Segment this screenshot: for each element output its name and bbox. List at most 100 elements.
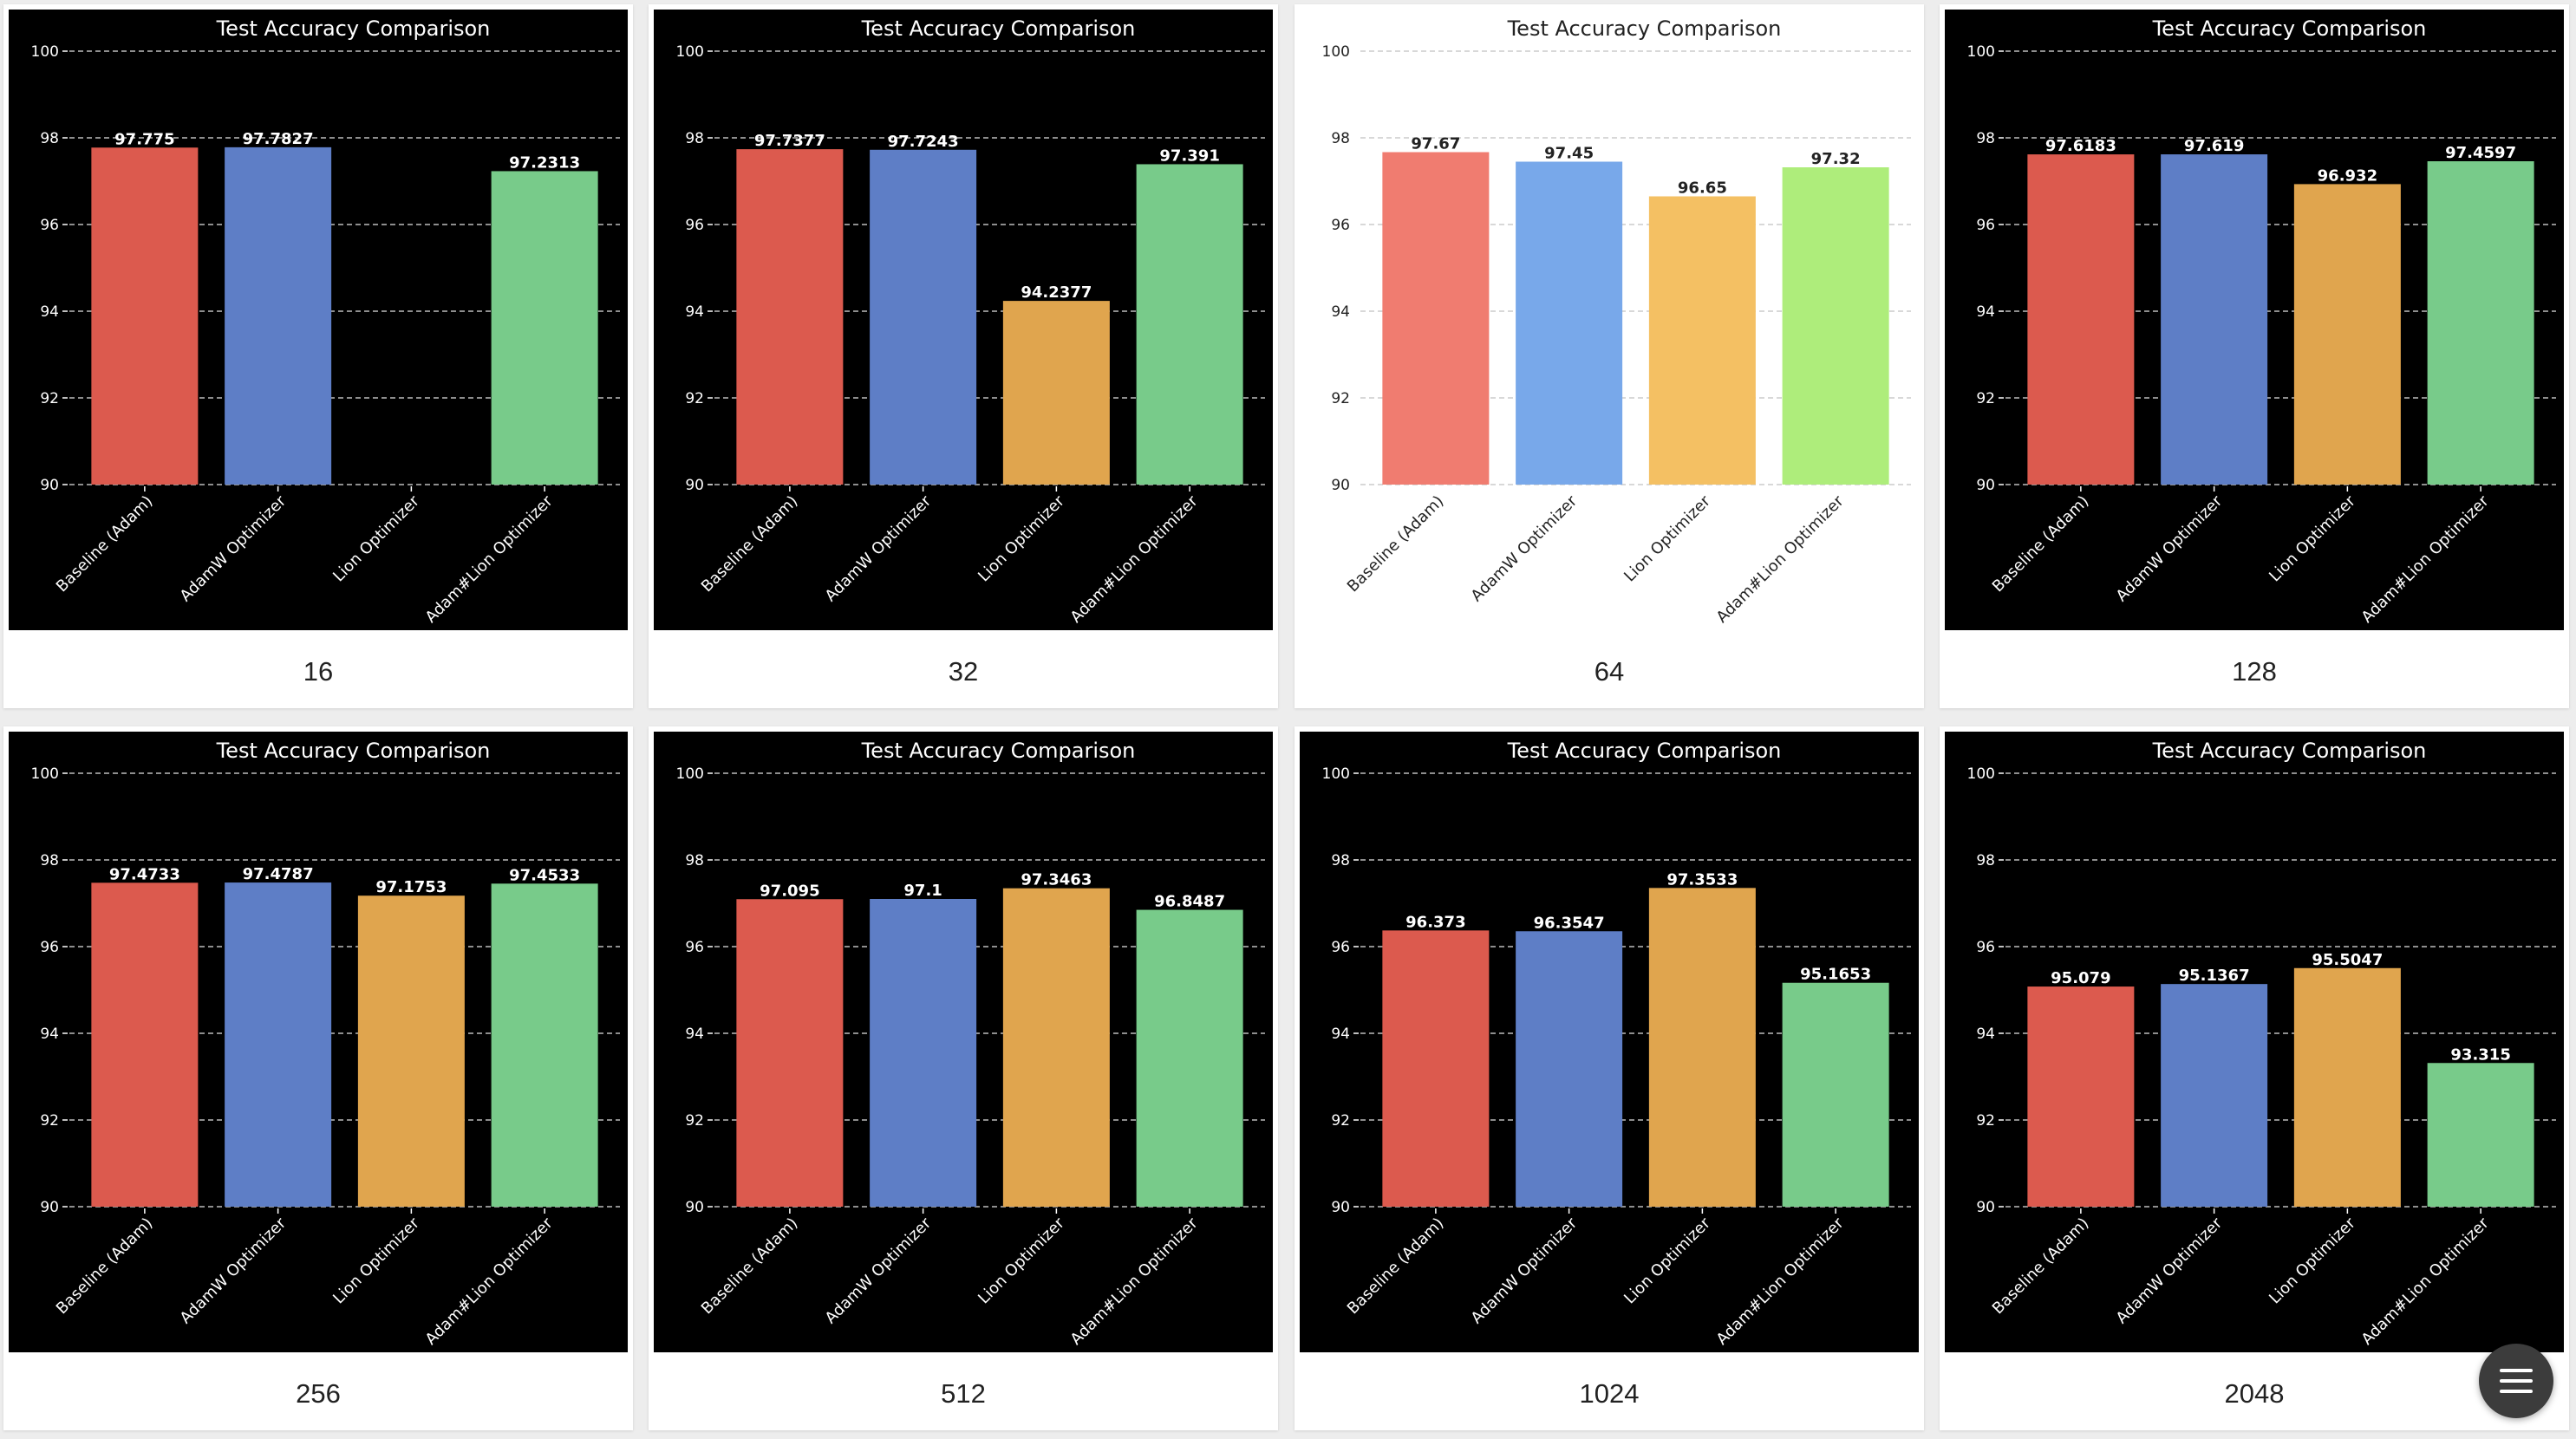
chart-image: Test Accuracy Comparison 90 92 94 96 98 100 97.…	[1945, 10, 2564, 630]
bar-chart: Test Accuracy Comparison 90 92 94 96 98 100 97.…	[1322, 16, 1911, 627]
bar-value-label: 97.7243	[888, 133, 959, 151]
y-tick-label: 96	[1976, 217, 1995, 234]
x-tick-label: Baseline (Adam)	[53, 492, 157, 596]
bar	[2161, 154, 2268, 485]
y-tick-label: 100	[1322, 43, 1350, 61]
bar	[1516, 161, 1623, 485]
bar-value-label: 97.4597	[2445, 144, 2516, 162]
bar	[225, 147, 332, 485]
bar-chart: Test Accuracy Comparison 90 92 94 96 98 100 96.…	[1322, 739, 1911, 1349]
bar	[2027, 986, 2135, 1207]
x-tick-label: Lion Optimizer	[2266, 492, 2359, 585]
y-tick-label: 92	[40, 1112, 59, 1130]
bar-value-label: 96.932	[2318, 166, 2377, 185]
x-tick-label: Baseline (Adam)	[1989, 1214, 2093, 1319]
y-tick-label: 90	[1331, 477, 1350, 494]
chart-image: Test Accuracy Comparison 90 92 94 96 98 100 95.…	[1945, 732, 2564, 1352]
chart-card[interactable]: Test Accuracy Comparison 90 92 94 96 98 100 97.…	[3, 4, 633, 708]
chart-title: Test Accuracy Comparison	[861, 16, 1136, 41]
chart-image: Test Accuracy Comparison 90 92 94 96 98 100 97.…	[654, 732, 1273, 1352]
y-tick-label: 94	[1331, 303, 1350, 321]
chart-title: Test Accuracy Comparison	[216, 16, 491, 41]
bar-value-label: 97.6183	[2045, 137, 2116, 155]
bar	[870, 149, 977, 485]
menu-button[interactable]	[2479, 1344, 2553, 1418]
y-tick-label: 100	[676, 43, 704, 61]
chart-card[interactable]: Test Accuracy Comparison 90 92 94 96 98 100 97.…	[649, 4, 1278, 708]
chart-card[interactable]: Test Accuracy Comparison 90 92 94 96 98 100 97.…	[649, 726, 1278, 1430]
x-tick-label: AdamW Optimizer	[1468, 492, 1581, 605]
x-tick-label: AdamW Optimizer	[2113, 492, 2227, 605]
chart-caption: 32	[948, 656, 979, 687]
y-tick-label: 94	[685, 303, 704, 321]
bar-value-label: 97.775	[114, 130, 174, 148]
chart-card[interactable]: Test Accuracy Comparison 90 92 94 96 98 100 97.…	[3, 726, 633, 1430]
bar-value-label: 95.5047	[2312, 951, 2383, 969]
x-tick-label: Lion Optimizer	[975, 1214, 1068, 1307]
x-tick-label: AdamW Optimizer	[177, 492, 290, 605]
bar	[1002, 301, 1110, 485]
y-tick-label: 94	[1331, 1026, 1350, 1043]
bar	[491, 171, 598, 485]
bar	[2293, 184, 2401, 485]
bar	[1382, 930, 1490, 1207]
chart-title: Test Accuracy Comparison	[216, 739, 491, 763]
y-tick-label: 90	[685, 477, 704, 494]
bar-value-label: 97.4533	[509, 866, 580, 884]
y-tick-label: 90	[1331, 1199, 1350, 1216]
y-tick-label: 94	[40, 1026, 59, 1043]
bar	[1002, 888, 1110, 1207]
chart-title: Test Accuracy Comparison	[861, 739, 1136, 763]
y-tick-label: 92	[40, 390, 59, 407]
chart-card[interactable]: Test Accuracy Comparison 90 92 94 96 98 100 95.…	[1940, 726, 2569, 1430]
bar-chart: Test Accuracy Comparison 90 92 94 96 98 100 97.…	[676, 739, 1265, 1349]
y-tick-label: 100	[1967, 43, 1995, 61]
x-tick-label: Lion Optimizer	[329, 1214, 423, 1307]
y-tick-label: 96	[40, 217, 59, 234]
chart-caption: 64	[1594, 656, 1625, 687]
y-tick-label: 98	[1331, 130, 1350, 147]
bar-value-label: 97.7827	[243, 130, 314, 148]
chart-image: Test Accuracy Comparison 90 92 94 96 98 100 97.…	[1300, 10, 1919, 630]
x-tick-label: Adam#Lion Optimizer	[1067, 492, 1203, 627]
x-tick-label: Baseline (Adam)	[1344, 492, 1448, 596]
bar	[1382, 152, 1490, 485]
bar	[736, 149, 844, 485]
y-tick-label: 94	[685, 1026, 704, 1043]
chart-title: Test Accuracy Comparison	[1507, 16, 1782, 41]
chart-image: Test Accuracy Comparison 90 92 94 96 98 100 96.…	[1300, 732, 1919, 1352]
chart-image: Test Accuracy Comparison 90 92 94 96 98 100 97.…	[654, 10, 1273, 630]
y-tick-label: 100	[676, 765, 704, 783]
bar	[491, 883, 598, 1207]
bar-chart: Test Accuracy Comparison 90 92 94 96 98 100 97.…	[676, 16, 1265, 627]
bar-value-label: 97.2313	[509, 153, 580, 172]
bar-value-label: 97.67	[1411, 135, 1460, 153]
bar-value-label: 97.619	[2184, 137, 2244, 155]
menu-icon-line	[2500, 1390, 2533, 1393]
bar	[1136, 164, 1243, 485]
bar-chart: Test Accuracy Comparison 90 92 94 96 98 100 97.…	[31, 739, 620, 1349]
bar	[2427, 161, 2534, 485]
x-tick-label: Lion Optimizer	[2266, 1214, 2359, 1307]
bar-value-label: 94.2377	[1021, 283, 1092, 302]
chart-card[interactable]: Test Accuracy Comparison 90 92 94 96 98 100 96.…	[1295, 726, 1924, 1430]
x-tick-label: Baseline (Adam)	[53, 1214, 157, 1319]
y-tick-label: 92	[1331, 390, 1350, 407]
y-tick-label: 94	[1976, 303, 1995, 321]
x-tick-label: Adam#Lion Optimizer	[2358, 492, 2494, 627]
chart-card[interactable]: Test Accuracy Comparison 90 92 94 96 98 100 97.…	[1940, 4, 2569, 708]
x-tick-label: AdamW Optimizer	[2113, 1214, 2227, 1327]
y-tick-label: 96	[40, 939, 59, 956]
bar	[1136, 909, 1243, 1207]
x-tick-label: AdamW Optimizer	[822, 492, 936, 605]
y-tick-label: 96	[1976, 939, 1995, 956]
chart-card[interactable]: Test Accuracy Comparison 90 92 94 96 98 100 97.…	[1295, 4, 1924, 708]
y-tick-label: 96	[1331, 217, 1350, 234]
y-tick-label: 90	[1976, 477, 1995, 494]
x-tick-label: Adam#Lion Optimizer	[422, 492, 558, 627]
y-tick-label: 96	[685, 217, 704, 234]
x-tick-label: Adam#Lion Optimizer	[1713, 1214, 1849, 1349]
y-tick-label: 98	[685, 130, 704, 147]
x-tick-label: AdamW Optimizer	[1468, 1214, 1581, 1327]
x-tick-label: Adam#Lion Optimizer	[1713, 492, 1849, 627]
